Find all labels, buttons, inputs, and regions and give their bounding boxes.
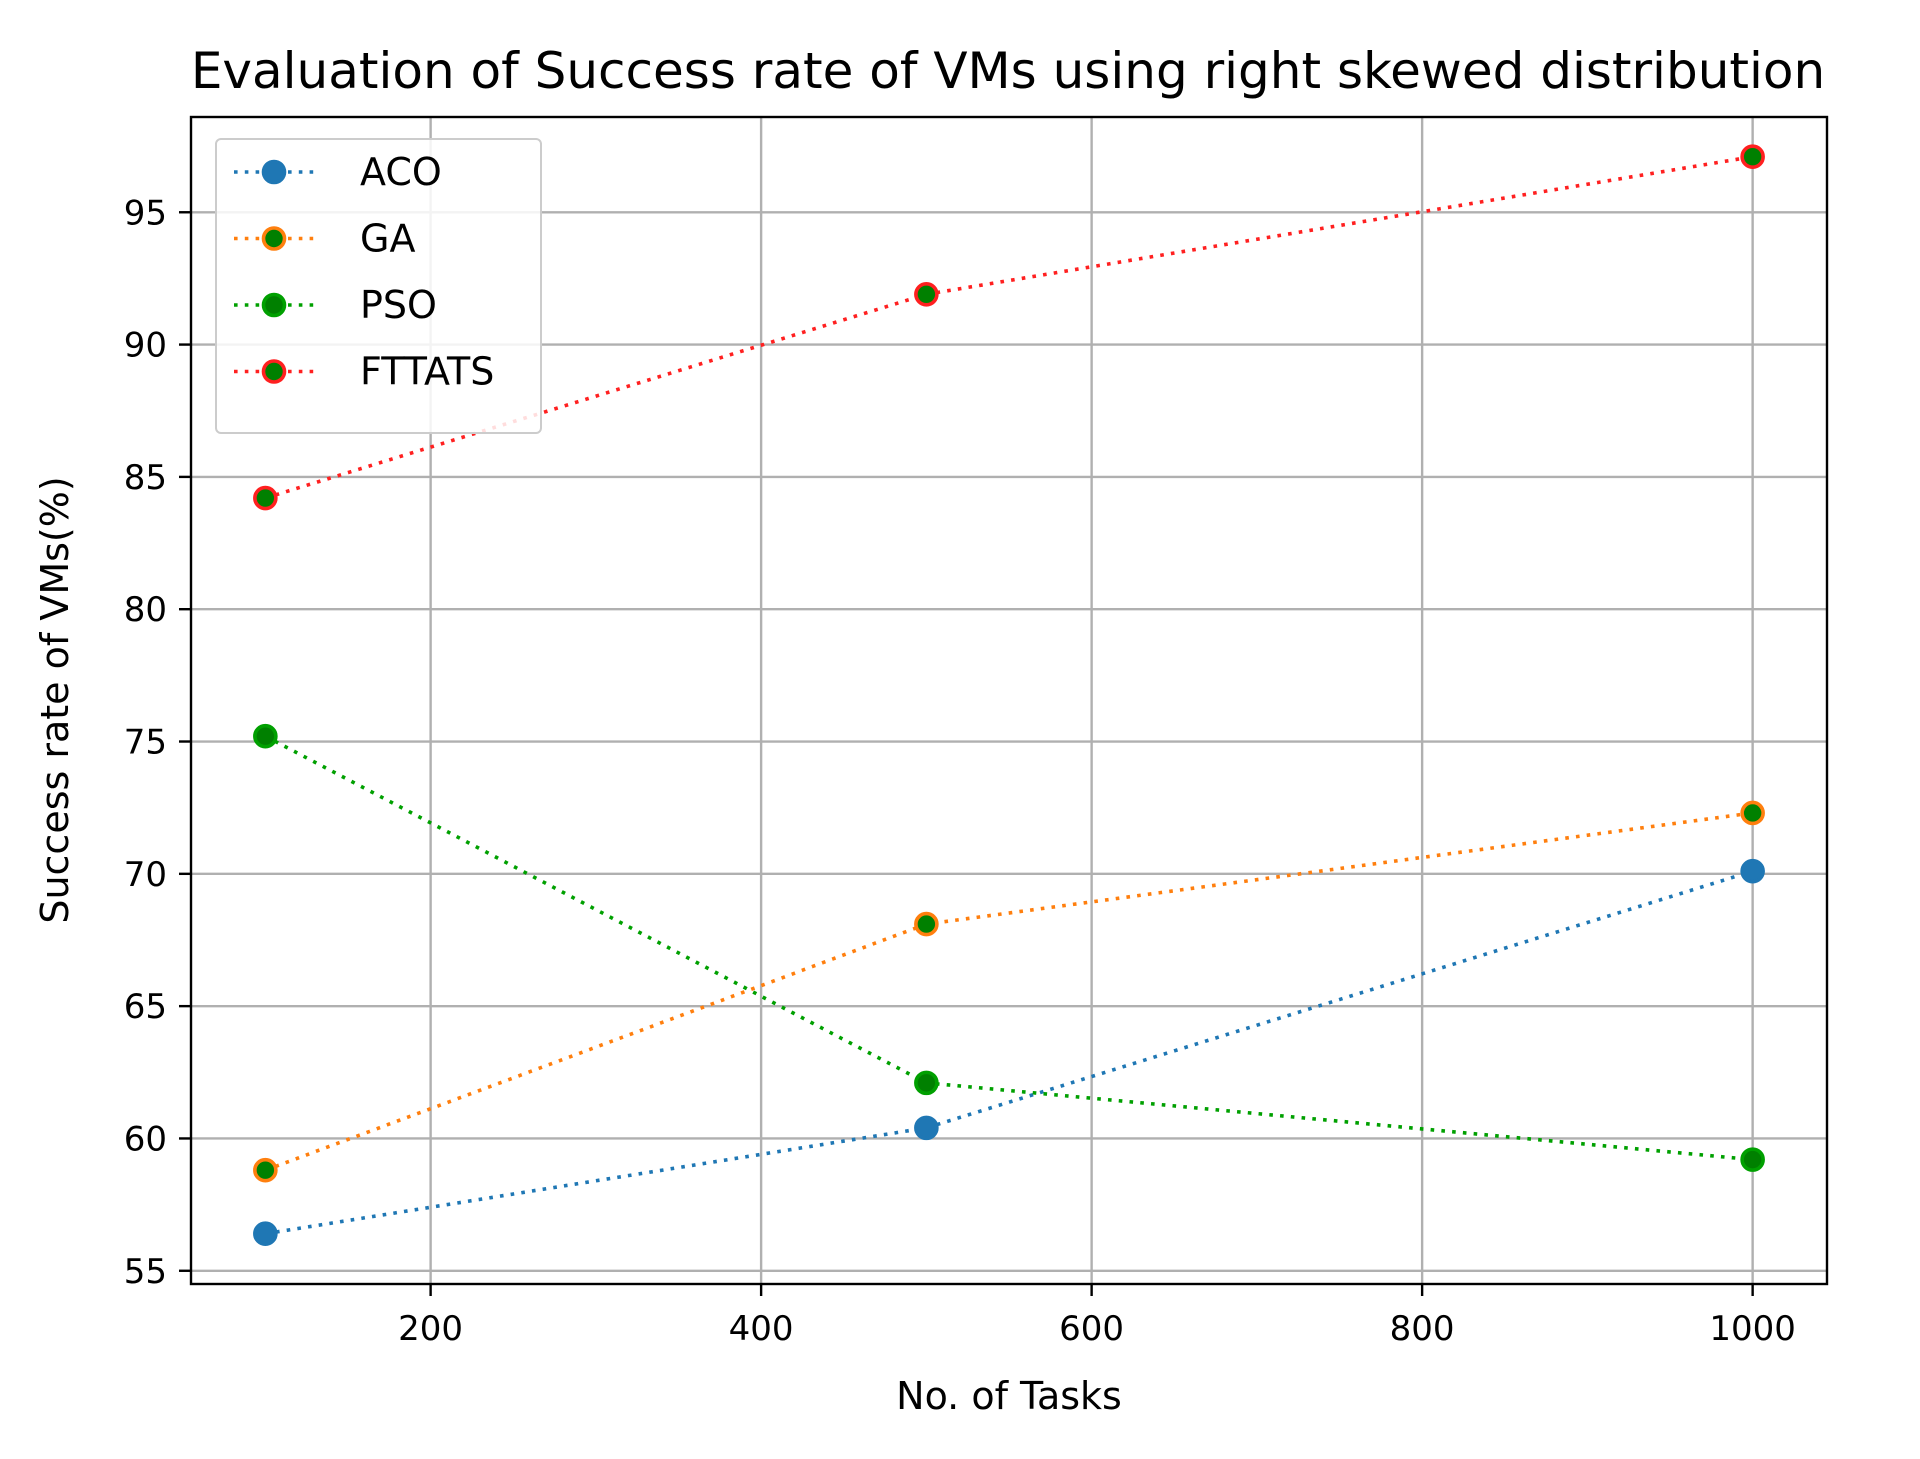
- data-point-ga: [914, 911, 939, 937]
- legend-label-pso: PSO: [360, 283, 437, 327]
- data-point-pso: [914, 1070, 939, 1096]
- y-tick-label: 85: [124, 458, 167, 498]
- x-tick-label: 800: [1390, 1309, 1455, 1349]
- data-point-aco: [914, 1115, 939, 1141]
- y-tick-label: 65: [124, 987, 167, 1027]
- y-axis-label: Success rate of VMs(%): [33, 476, 77, 923]
- data-point-ga: [1740, 800, 1765, 826]
- x-tick-label: 200: [398, 1309, 463, 1349]
- legend-marker-pso: [261, 292, 287, 318]
- y-tick-label: 60: [124, 1119, 167, 1159]
- legend: ACO GA PSO FTTATS: [215, 138, 542, 434]
- y-tick-label: 80: [124, 590, 167, 630]
- legend-label-ga: GA: [360, 217, 415, 261]
- legend-box: [215, 138, 542, 434]
- data-point-aco: [1740, 858, 1765, 884]
- x-axis-label: No. of Tasks: [896, 1374, 1122, 1418]
- y-tick-label: 70: [124, 855, 167, 895]
- x-axis: 200 400 600 800 1000: [398, 1284, 1796, 1349]
- y-tick-label: 55: [124, 1252, 167, 1292]
- data-point-pso: [1740, 1147, 1765, 1172]
- data-point-fttats: [253, 485, 278, 511]
- data-point-aco: [253, 1221, 278, 1247]
- y-tick-label: 75: [124, 723, 167, 763]
- y-tick-label: 90: [124, 326, 167, 366]
- y-tick-label: 95: [124, 193, 167, 233]
- data-point-fttats: [1740, 144, 1765, 169]
- plot-frame: [189, 115, 1829, 1286]
- x-tick-label: 400: [729, 1309, 794, 1349]
- legend-marker-fttats: [261, 359, 287, 384]
- data-point-ga: [253, 1157, 278, 1183]
- x-tick-label: 600: [1059, 1309, 1124, 1349]
- y-axis: 55 60 65 70 75 80 85 90 95: [124, 193, 191, 1292]
- grid: [191, 117, 1827, 1284]
- data-point-fttats: [914, 281, 939, 307]
- series-markers: [253, 144, 1765, 1247]
- legend-marker-aco: [261, 159, 287, 185]
- x-tick-label: 1000: [1709, 1309, 1796, 1349]
- legend-marker-ga: [261, 226, 287, 251]
- legend-label-aco: ACO: [360, 150, 442, 194]
- chart-title: Evaluation of Success rate of VMs using …: [191, 42, 1825, 100]
- data-point-pso: [253, 723, 278, 749]
- legend-label-fttats: FTTATS: [360, 350, 494, 394]
